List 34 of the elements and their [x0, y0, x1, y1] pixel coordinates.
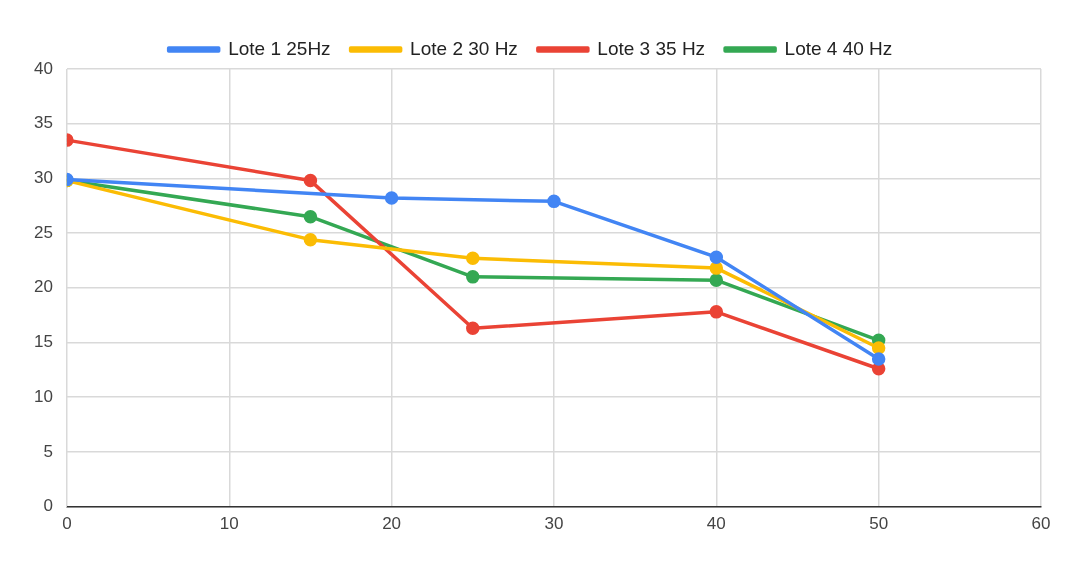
y-tick-label: 30 [33, 168, 53, 188]
point [547, 194, 561, 209]
legend-label: Lote 2 30 Hz [410, 37, 518, 59]
point [303, 232, 318, 247]
point [303, 209, 318, 224]
point [709, 261, 724, 275]
legend-label: Lote 1 25Hz [228, 37, 331, 59]
legend-label: Lote 4 40 Hz [784, 37, 893, 59]
y-tick-label: 5 [43, 441, 53, 461]
point [466, 321, 480, 336]
y-tick-label: 25 [33, 222, 53, 242]
point [384, 191, 399, 205]
point [303, 173, 318, 188]
point [709, 250, 724, 264]
y-tick-label: 10 [33, 386, 53, 406]
y-tick-label: 0 [43, 496, 53, 516]
x-tick-label: 60 [1031, 514, 1051, 534]
x-tick-label: 20 [382, 514, 402, 534]
point [871, 352, 886, 366]
point [466, 251, 480, 266]
x-tick-label: 50 [869, 514, 889, 534]
point [466, 270, 480, 284]
legend-label: Lote 3 35 Hz [597, 37, 706, 59]
y-tick-label: 20 [33, 277, 53, 297]
point [871, 341, 886, 355]
point [709, 305, 724, 319]
x-tick-label: 0 [62, 514, 72, 534]
y-tick-label: 15 [33, 332, 53, 352]
x-tick-label: 30 [544, 514, 564, 534]
x-tick-label: 10 [219, 514, 239, 534]
y-tick-label: 35 [33, 113, 53, 133]
point [709, 273, 724, 287]
y-tick-label: 40 [33, 58, 53, 78]
x-tick-label: 40 [706, 514, 726, 534]
